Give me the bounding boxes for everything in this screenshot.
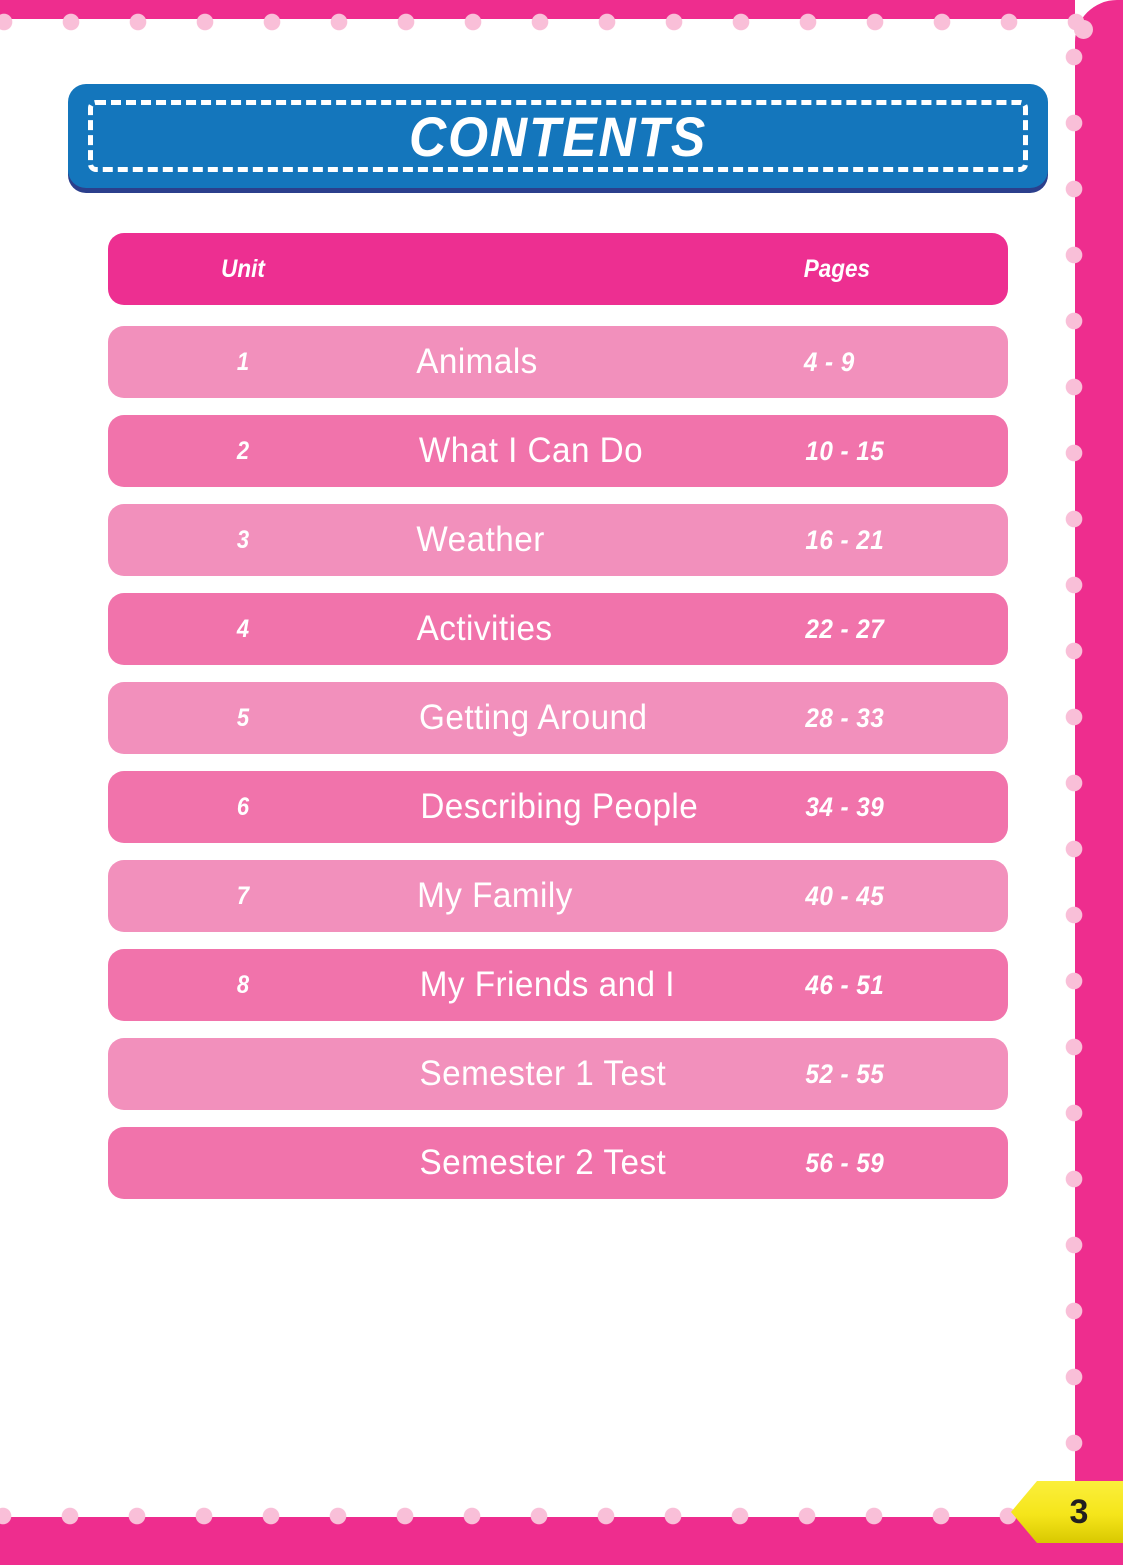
page-range-text: 56 - 59 xyxy=(805,1147,885,1178)
unit-title-text: Semester 2 Test xyxy=(419,1143,667,1182)
cell-unit-title: Getting Around xyxy=(378,698,793,738)
page-title: CONTENTS xyxy=(408,104,708,168)
cell-unit-number xyxy=(108,1154,378,1172)
cell-page-range: 40 - 45 xyxy=(793,881,1008,912)
cell-unit-number: 3 xyxy=(108,526,378,555)
page-range-text: 40 - 45 xyxy=(805,880,885,911)
cell-unit-title: Describing People xyxy=(378,787,793,827)
cell-page-range: 34 - 39 xyxy=(793,792,1008,823)
cell-unit-number: 1 xyxy=(108,348,378,377)
cell-page-range: 16 - 21 xyxy=(793,525,1008,556)
unit-number-text: 6 xyxy=(236,792,250,821)
cell-unit-number: 4 xyxy=(108,615,378,644)
unit-title-text: My Friends and I xyxy=(419,965,675,1004)
unit-title-text: Activities xyxy=(416,609,553,648)
unit-title-text: What I Can Do xyxy=(418,431,644,470)
page-range-text: 10 - 15 xyxy=(805,435,885,466)
page-range-text: 28 - 33 xyxy=(805,702,885,733)
cell-unit-number: 5 xyxy=(108,704,378,733)
table-rows: 1 Animals 4 - 9 2 What I Can Do 10 - 15 3 Weath… xyxy=(108,326,1008,1199)
page-range-text: 4 - 9 xyxy=(803,346,855,377)
table-row[interactable]: 3 Weather 16 - 21 xyxy=(108,504,1008,576)
unit-number-text: 2 xyxy=(236,436,250,465)
cell-unit-number xyxy=(108,1065,378,1083)
unit-number-text: 8 xyxy=(236,970,250,999)
cell-unit-title: What I Can Do xyxy=(378,431,793,471)
page-number: 3 xyxy=(1069,1493,1089,1531)
cell-unit-number: 8 xyxy=(108,971,378,1000)
cell-unit-title: My Friends and I xyxy=(378,965,793,1005)
unit-number-text: 5 xyxy=(236,703,250,732)
page-range-text: 22 - 27 xyxy=(805,613,885,644)
table-row[interactable]: 2 What I Can Do 10 - 15 xyxy=(108,415,1008,487)
cell-page-range: 56 - 59 xyxy=(793,1148,1008,1179)
cell-page-range: 10 - 15 xyxy=(793,436,1008,467)
cell-unit-title: Animals xyxy=(378,342,793,382)
page-range-text: 46 - 51 xyxy=(805,969,885,1000)
unit-title-text: My Family xyxy=(417,876,573,915)
page-number-tab: 3 xyxy=(1011,1481,1123,1543)
page-range-text: 16 - 21 xyxy=(805,524,885,555)
table-header-row: Unit Pages xyxy=(108,233,1008,305)
table-row[interactable]: Semester 1 Test 52 - 55 xyxy=(108,1038,1008,1110)
dot-ribbon-top xyxy=(0,12,1084,32)
table-row[interactable]: Semester 2 Test 56 - 59 xyxy=(108,1127,1008,1199)
contents-banner: CONTENTS xyxy=(68,84,1048,188)
page-range-text: 52 - 55 xyxy=(805,1058,885,1089)
column-header-unit: Unit xyxy=(221,254,265,283)
unit-title-text: Animals xyxy=(416,342,538,381)
cell-unit-title: Activities xyxy=(378,609,793,649)
cell-page-range: 4 - 9 xyxy=(793,347,1008,378)
page-range-text: 34 - 39 xyxy=(805,791,885,822)
unit-number-text: 7 xyxy=(236,881,250,910)
unit-title-text: Describing People xyxy=(420,787,699,826)
dot-ribbon-bottom xyxy=(0,1505,1102,1527)
cell-page-range: 28 - 33 xyxy=(793,703,1008,734)
table-row[interactable]: 5 Getting Around 28 - 33 xyxy=(108,682,1008,754)
cell-unit-title: Semester 2 Test xyxy=(378,1143,793,1183)
cell-unit-number: 6 xyxy=(108,793,378,822)
unit-number-text: 1 xyxy=(236,347,250,376)
unit-number-text: 3 xyxy=(236,525,250,554)
cell-page-range: 52 - 55 xyxy=(793,1059,1008,1090)
table-row[interactable]: 6 Describing People 34 - 39 xyxy=(108,771,1008,843)
cell-unit-title: My Family xyxy=(378,876,793,916)
dot-ribbon-right xyxy=(1063,46,1085,1526)
cell-unit-title: Weather xyxy=(378,520,793,560)
table-row[interactable]: 4 Activities 22 - 27 xyxy=(108,593,1008,665)
table-row[interactable]: 1 Animals 4 - 9 xyxy=(108,326,1008,398)
unit-title-text: Weather xyxy=(416,520,545,559)
contents-table: Unit Pages 1 Animals 4 - 9 2 What I Can Do 10… xyxy=(108,233,1008,1216)
cell-page-range: 46 - 51 xyxy=(793,970,1008,1001)
unit-number-text: 4 xyxy=(236,614,250,643)
table-row[interactable]: 7 My Family 40 - 45 xyxy=(108,860,1008,932)
cell-unit-title: Semester 1 Test xyxy=(378,1054,793,1094)
cell-page-range: 22 - 27 xyxy=(793,614,1008,645)
unit-title-text: Getting Around xyxy=(419,698,648,737)
cell-unit-number: 7 xyxy=(108,882,378,911)
unit-title-text: Semester 1 Test xyxy=(419,1054,667,1093)
table-row[interactable]: 8 My Friends and I 46 - 51 xyxy=(108,949,1008,1021)
column-header-pages: Pages xyxy=(803,254,871,283)
dot-corner-top-right xyxy=(1074,20,1093,39)
cell-unit-number: 2 xyxy=(108,437,378,466)
